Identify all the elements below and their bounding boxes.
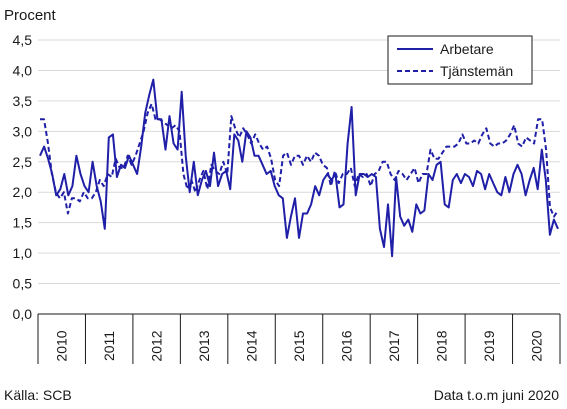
legend-label-arbetare: Arbetare — [440, 41, 494, 57]
series-line-arbetare — [39, 78, 559, 258]
x-tick-label: 2010 — [54, 330, 70, 361]
legend-box — [387, 35, 533, 85]
y-tick-label: 0,5 — [13, 276, 33, 292]
y-tick-label: 0,0 — [13, 306, 33, 322]
x-tick-label: 2014 — [244, 330, 260, 361]
legend: Arbetare Tjänstemän — [387, 35, 533, 85]
y-tick-label: 2,5 — [13, 154, 33, 170]
x-tick-label: 2015 — [291, 330, 307, 361]
x-tick-label: 2019 — [481, 330, 497, 361]
x-tick-label: 2018 — [433, 330, 449, 361]
y-tick-label: 4,0 — [13, 62, 33, 78]
x-tick-label: 2013 — [196, 330, 212, 361]
source-note: Källa: SCB — [4, 387, 72, 403]
y-tick-label: 1,0 — [13, 245, 33, 261]
x-tick-label: 2016 — [338, 330, 354, 361]
y-axis-title: Procent — [4, 7, 57, 24]
y-tick-label: 3,0 — [13, 123, 33, 139]
y-tick-label: 1,5 — [13, 215, 33, 231]
x-axis: 2010 2011 2012 2013 2014 2015 2016 2017 2018 2019… — [37, 314, 561, 364]
x-tick-label: 2020 — [528, 330, 544, 361]
series-lines — [39, 78, 559, 258]
legend-label-tjanstemän: Tjänstemän — [440, 63, 513, 79]
y-tick-label: 2,0 — [13, 184, 33, 200]
x-tick-label: 2011 — [101, 331, 117, 361]
y-axis-ticks: 0,0 0,5 1,0 1,5 2,0 2,5 3,0 3,5 4,0 4,5 — [13, 32, 33, 322]
x-tick-label: 2017 — [386, 330, 402, 361]
data-period-note: Data t.o.m juni 2020 — [433, 387, 559, 403]
y-tick-label: 3,5 — [13, 93, 33, 109]
y-tick-label: 4,5 — [13, 32, 33, 48]
x-tick-label: 2012 — [149, 330, 165, 361]
series-line-tjanstemän — [40, 102, 559, 218]
